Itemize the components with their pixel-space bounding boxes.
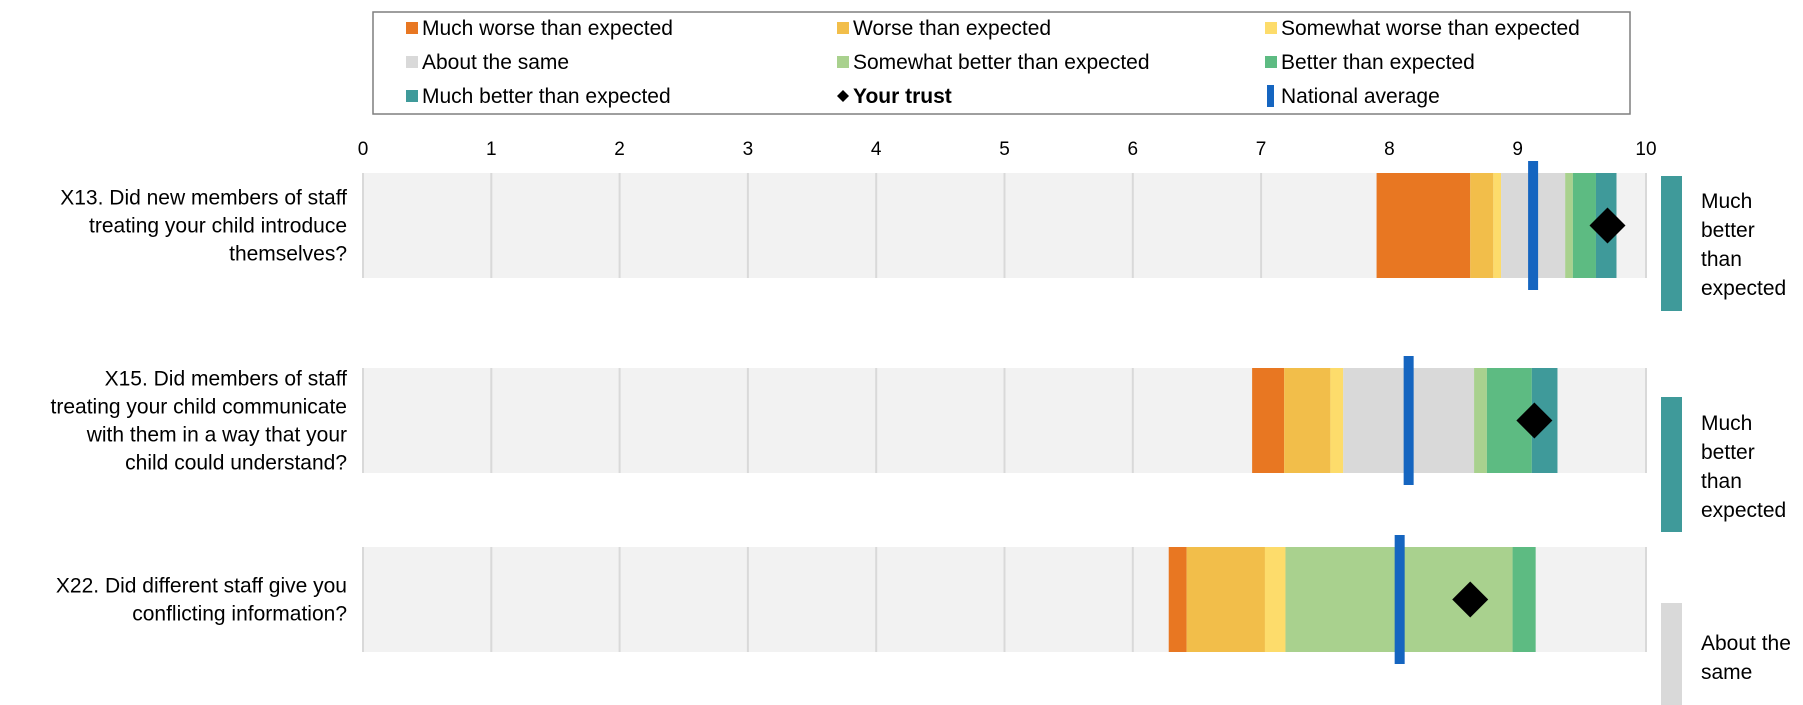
legend-your-trust-marker (837, 90, 849, 102)
result-label: expected (1701, 499, 1786, 522)
x-tick-label: 6 (1128, 139, 1139, 160)
legend-box (372, 11, 1631, 115)
band-segment (1330, 368, 1344, 473)
legend-swatch (406, 22, 418, 34)
legend-swatch (1265, 22, 1277, 34)
legend-swatch (1265, 56, 1277, 68)
legend-label: National average (1281, 85, 1440, 108)
x-tick-label: 5 (999, 139, 1010, 160)
legend-label: Better than expected (1281, 51, 1475, 74)
legend-swatch (406, 56, 418, 68)
result-indicator-bar (1661, 603, 1682, 705)
legend-label: Your trust (853, 85, 952, 108)
legend-label: Somewhat worse than expected (1281, 17, 1580, 40)
question-label: X13. Did new members of staff (60, 187, 347, 210)
question-label: treating your child communicate (51, 396, 347, 419)
band-segment (1474, 368, 1487, 473)
band-segment (1168, 547, 1187, 652)
national-average-line (1403, 356, 1414, 485)
band-segment (1264, 547, 1286, 652)
result-label: About the (1701, 632, 1791, 655)
result-label: Much (1701, 190, 1752, 213)
legend-label: Somewhat better than expected (853, 51, 1150, 74)
legend-swatch (837, 22, 849, 34)
your-trust-marker (1516, 402, 1553, 439)
result-label: better (1701, 219, 1755, 242)
legend-label: Much better than expected (422, 85, 671, 108)
x-tick-label: 9 (1512, 139, 1523, 160)
legend-national-average-marker (1267, 85, 1274, 107)
result-label: better (1701, 441, 1755, 464)
question-label: themselves? (229, 243, 347, 266)
x-tick-label: 1 (486, 139, 497, 160)
result-indicator-bar (1661, 176, 1682, 311)
band-segment (1376, 173, 1471, 278)
result-indicator-bar (1661, 397, 1682, 532)
question-label: X22. Did different staff give you (56, 575, 347, 598)
legend-swatch (406, 90, 418, 102)
band-segment (1493, 173, 1502, 278)
x-tick-label: 2 (614, 139, 625, 160)
x-tick-label: 10 (1635, 139, 1656, 160)
legend-label: Worse than expected (853, 17, 1051, 40)
question-label: child could understand? (125, 452, 347, 475)
x-tick-label: 0 (358, 139, 369, 160)
result-label: same (1701, 661, 1752, 684)
national-average-line (1394, 535, 1405, 664)
your-trust-marker (1589, 207, 1626, 244)
question-label: with them in a way that your (86, 424, 347, 447)
band-segment (1565, 173, 1573, 278)
result-label: than (1701, 470, 1742, 493)
x-tick-label: 7 (1256, 139, 1267, 160)
x-tick-label: 3 (743, 139, 754, 160)
legend-swatch (837, 56, 849, 68)
band-segment (1284, 368, 1331, 473)
band-segment (1572, 173, 1596, 278)
band-segment (1186, 547, 1265, 652)
legend-label: About the same (422, 51, 569, 74)
result-label: than (1701, 248, 1742, 271)
band-segment (1512, 547, 1536, 652)
result-label: Much (1701, 412, 1752, 435)
question-label: X15. Did members of staff (105, 368, 348, 391)
x-tick-label: 8 (1384, 139, 1395, 160)
question-label: treating your child introduce (89, 215, 347, 238)
question-label: conflicting information? (132, 603, 347, 626)
band-segment (1252, 368, 1285, 473)
x-tick-label: 4 (871, 139, 882, 160)
your-trust-marker (1452, 581, 1489, 618)
legend-label: Much worse than expected (422, 17, 673, 40)
band-segment (1470, 173, 1494, 278)
national-average-line (1528, 161, 1539, 290)
result-label: expected (1701, 277, 1786, 300)
